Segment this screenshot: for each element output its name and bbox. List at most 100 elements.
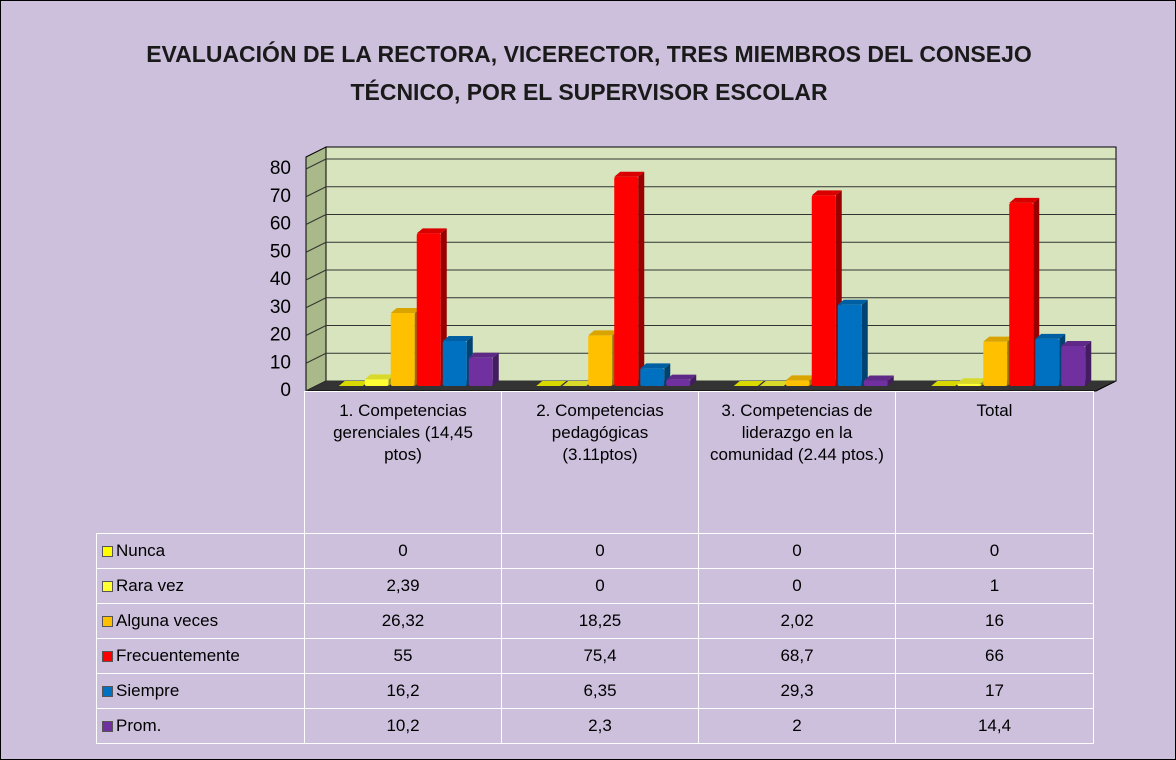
- table-row: Prom. 10,2 2,3 2 14,4: [96, 708, 1094, 744]
- bar: [614, 171, 645, 386]
- bar: [562, 381, 593, 386]
- data-label: 0: [698, 568, 896, 604]
- bar-front: [364, 379, 389, 386]
- y-tick-label: 60: [270, 214, 291, 235]
- bar-top: [983, 336, 1014, 342]
- y-tick-label: 20: [270, 325, 291, 346]
- bar-top: [957, 378, 988, 384]
- data-label: 2,3: [501, 708, 699, 744]
- bar-side: [1085, 341, 1092, 386]
- bar-top: [666, 374, 697, 380]
- legend-cell: Siempre: [96, 673, 305, 709]
- bar-side: [690, 374, 697, 386]
- legend-key: [102, 721, 113, 733]
- chart-title: EVALUACIÓN DE LA RECTORA, VICERECTOR, TR…: [146, 41, 1032, 105]
- bar-top: [588, 330, 619, 336]
- bar-front: [442, 341, 467, 386]
- bar-front: [957, 383, 982, 386]
- category-label: 1. Competencias gerenciales (14,45 ptos): [304, 391, 502, 534]
- bar-front: [1061, 346, 1086, 386]
- grid-line-side: [305, 325, 327, 336]
- bar: [931, 381, 962, 386]
- grid-line-side: [305, 214, 327, 225]
- bar: [1035, 333, 1066, 386]
- grid-line-side: [305, 186, 327, 198]
- data-label: 0: [501, 568, 699, 604]
- bar-top: [364, 374, 395, 380]
- category-label: Total: [895, 391, 1094, 534]
- category-label: 3. Competencias de liderazgo en la comun…: [698, 391, 896, 534]
- bar: [811, 190, 842, 386]
- y-tick-label: 40: [270, 269, 291, 290]
- y-tick-label: 0: [280, 380, 291, 401]
- bar: [785, 375, 816, 386]
- data-label: 29,3: [698, 673, 896, 709]
- data-label: 1: [895, 568, 1094, 604]
- bar-top: [442, 336, 473, 342]
- bar-front: [811, 195, 836, 386]
- bar-top: [1035, 333, 1066, 339]
- y-tick-label: 50: [270, 241, 291, 262]
- legend-key: [102, 686, 113, 698]
- y-tick-label: 10: [270, 352, 291, 373]
- table-row: Rara vez 2,39 0 0 1: [96, 568, 1094, 604]
- legend-label: Siempre: [116, 681, 180, 700]
- data-label: 0: [895, 533, 1094, 569]
- legend-key: [102, 581, 113, 593]
- legend-cell: Nunca: [96, 533, 305, 569]
- bar-top: [468, 352, 499, 358]
- table-row: Frecuentemente 55 75,4 68,7 66: [96, 638, 1094, 674]
- bar-front: [1009, 202, 1034, 386]
- grid-line-side: [305, 269, 327, 281]
- bar: [837, 299, 868, 386]
- bar-top: [416, 228, 447, 234]
- bar-front: [640, 368, 665, 386]
- table-row: Alguna veces 26,32 18,25 2,02 16: [96, 603, 1094, 639]
- bar: [338, 381, 369, 386]
- legend-label: Alguna veces: [116, 611, 219, 630]
- bar-top: [1061, 341, 1092, 347]
- data-label: 6,35: [501, 673, 699, 709]
- bar-side: [492, 352, 499, 386]
- data-label: 2: [698, 708, 896, 744]
- bar-top: [1009, 197, 1040, 203]
- bar-front: [416, 233, 441, 386]
- data-label: 2,39: [304, 568, 502, 604]
- table-row: Siempre 16,2 6,35 29,3 17: [96, 673, 1094, 709]
- bar-top: [536, 381, 567, 386]
- bar: [588, 330, 619, 386]
- bar: [1061, 341, 1092, 386]
- bar-front: [588, 335, 613, 386]
- bar-front: [614, 176, 639, 386]
- legend-key: [102, 651, 113, 663]
- bar: [442, 336, 473, 386]
- bar-top: [811, 190, 842, 196]
- y-tick-label: 70: [270, 186, 291, 207]
- legend-label: Prom.: [116, 716, 162, 735]
- bar-front: [785, 380, 810, 386]
- legend-label: Frecuentemente: [116, 646, 240, 665]
- bar-top: [390, 307, 421, 313]
- bar-front: [1035, 338, 1060, 386]
- legend-label: Nunca: [116, 541, 166, 560]
- bar-top: [863, 375, 894, 381]
- y-tick-label: 30: [270, 297, 291, 318]
- data-label: 17: [895, 673, 1094, 709]
- data-label: 0: [501, 533, 699, 569]
- grid-line-side: [305, 241, 327, 253]
- data-label: 2,02: [698, 603, 896, 639]
- bar-top: [931, 381, 962, 386]
- bar: [536, 381, 567, 386]
- data-label: 14,4: [895, 708, 1094, 744]
- bar-side: [638, 171, 645, 386]
- legend-label: Rara vez: [116, 576, 185, 595]
- grid-line-side: [305, 297, 327, 309]
- grid-line-side: [305, 380, 327, 392]
- bar: [1009, 197, 1040, 386]
- data-label: 66: [895, 638, 1094, 674]
- data-label: 26,32: [304, 603, 502, 639]
- data-table: 1. Competencias gerenciales (14,45 ptos)…: [96, 391, 1094, 744]
- data-label: 55: [304, 638, 502, 674]
- data-label: 0: [304, 533, 502, 569]
